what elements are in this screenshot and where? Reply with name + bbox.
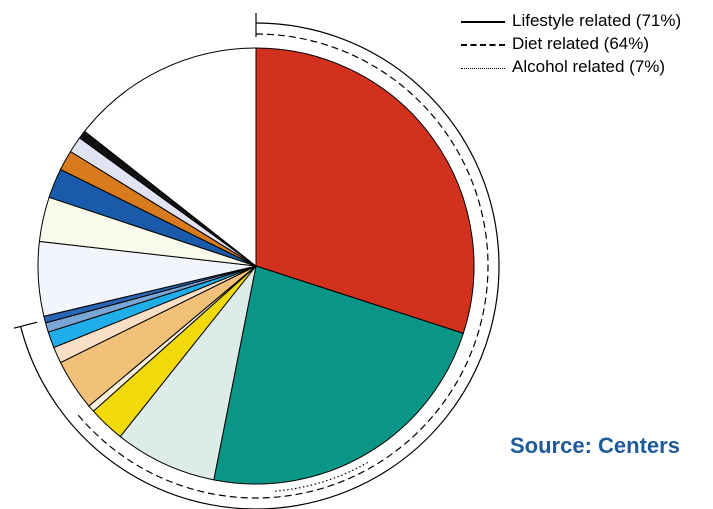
solid-line-swatch	[461, 21, 505, 23]
diet-arc	[76, 33, 489, 499]
pie-slice-2	[213, 265, 464, 485]
alcohol-arc	[273, 461, 368, 492]
lifestyle-arc-end-tick	[13, 321, 38, 329]
legend-label-diet: Diet related (64%)	[512, 34, 650, 53]
dashed-line-swatch	[461, 44, 505, 46]
pie-slice-17	[83, 47, 257, 268]
legend-label-alcohol: Alcohol related (7%)	[512, 57, 666, 76]
dotted-line-swatch	[461, 68, 505, 69]
lifestyle-arc	[20, 22, 500, 509]
pie-slice-3	[119, 265, 257, 481]
legend-label-lifestyle: Lifestyle related (71%)	[512, 11, 682, 30]
pie-slices	[37, 47, 475, 485]
source-caption: Source: Centers	[510, 433, 680, 458]
group-arcs	[13, 13, 500, 509]
pie-slice-1	[255, 47, 475, 335]
